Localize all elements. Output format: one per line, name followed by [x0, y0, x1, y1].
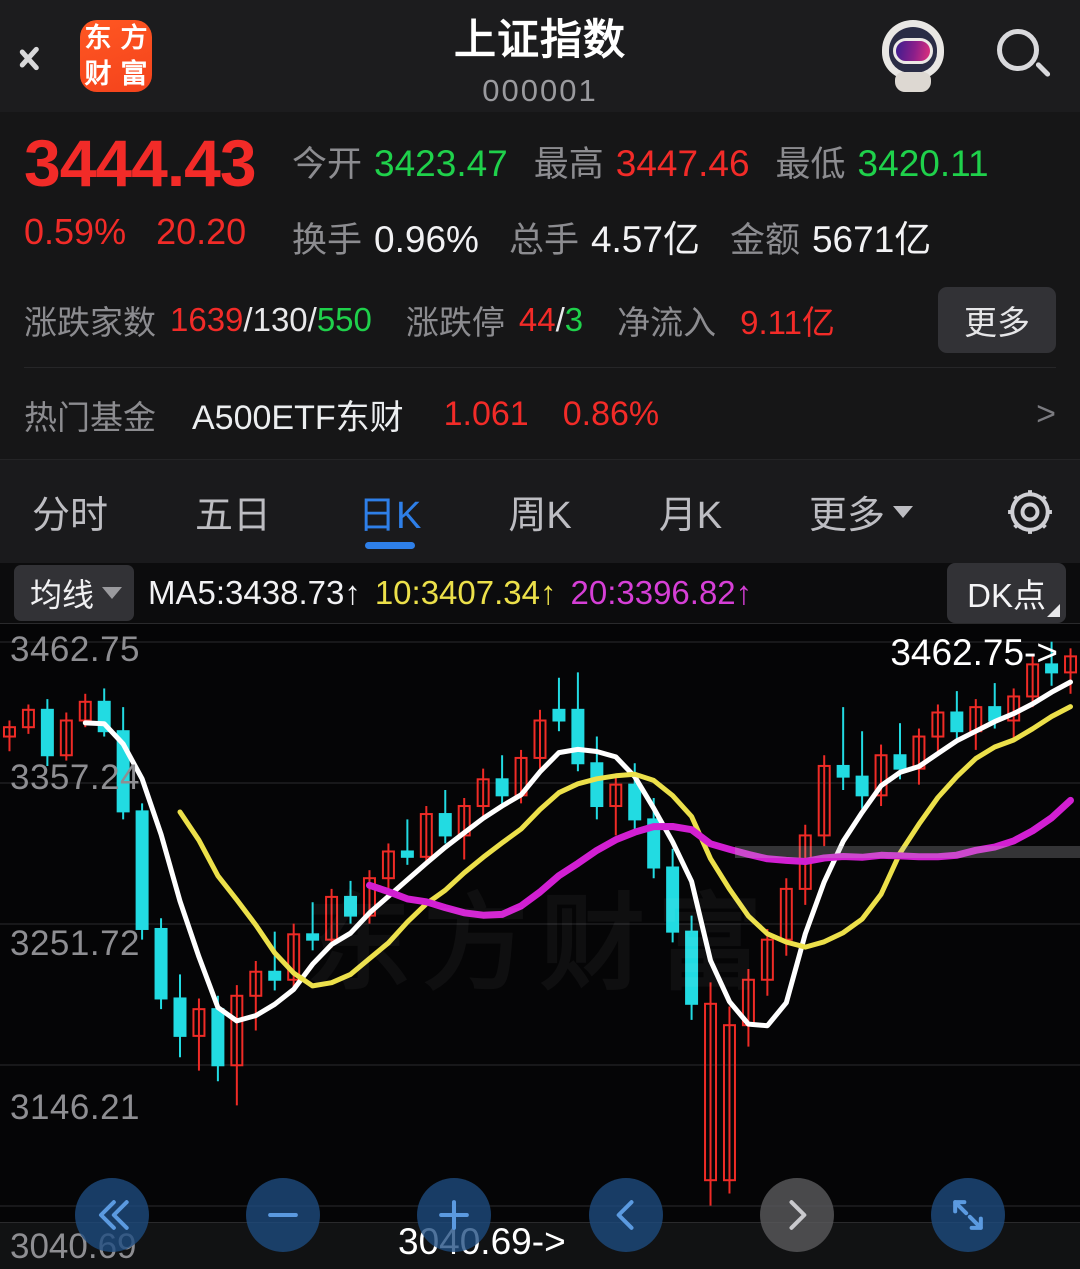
stat-high: 最高 3447.46: [534, 136, 750, 187]
stat-open-label: 今开: [292, 145, 363, 184]
tab-fenshi-label: 分时: [32, 495, 109, 537]
ma5-value: MA5:3438.73↑: [148, 574, 361, 611]
chart-period-tabs: 分时 五日 日K 周K 月K 更多: [0, 459, 1080, 563]
logo-char-2: 方: [120, 22, 148, 54]
chart-hint-bar: [735, 846, 1080, 858]
breadth-up: 1639: [170, 301, 244, 338]
stat-volume-value: 4.57亿: [590, 219, 700, 260]
app-header: 东 方 财 富 上证指数 000001: [0, 0, 1080, 112]
stats-block: 今开 3423.47 最高 3447.46 最低 3420.11 换手: [292, 130, 1056, 263]
limit-down: 3: [564, 301, 584, 338]
tab-more-label: 更多: [809, 495, 886, 537]
tab-monthly-k-label: 月K: [658, 495, 723, 537]
tab-daily-k[interactable]: 日K: [348, 460, 431, 563]
tab-five-day-label: 五日: [195, 495, 272, 537]
current-price: 3444.43: [24, 126, 257, 200]
ma-indicator-bar: 均线 MA5:3438.73↑ 10:3407.34↑ 20:3396.82↑ …: [0, 563, 1080, 623]
stat-open: 今开 3423.47: [292, 136, 508, 187]
eastmoney-logo[interactable]: 东 方 财 富: [80, 20, 152, 92]
change-absolute: 20.20: [156, 211, 247, 253]
stat-volume: 总手 4.57亿: [509, 209, 700, 263]
hot-fund-row[interactable]: 热门基金 A500ETF东财 1.061 0.86% >: [24, 368, 1056, 459]
chart-canvas: [0, 641, 1080, 1207]
logo-char-3: 财: [84, 58, 112, 90]
more-button[interactable]: 更多: [938, 287, 1056, 353]
tab-daily-k-label: 日K: [358, 495, 422, 537]
stat-high-label: 最高: [533, 145, 604, 184]
tab-weekly-k-label: 周K: [508, 495, 572, 537]
stat-amount: 金额 5671亿: [730, 209, 931, 263]
price-block: 3444.43 0.59% 20.20: [24, 126, 292, 253]
tab-weekly-k[interactable]: 周K: [498, 460, 581, 563]
plus-icon[interactable]: [417, 1177, 492, 1252]
breadth-values: 1639/130/550: [170, 301, 372, 338]
stat-turnover-label: 换手: [292, 221, 363, 260]
hot-fund-price: 1.061: [443, 395, 529, 433]
limit-up: 44: [518, 301, 556, 338]
chevron-down-icon: [102, 587, 123, 599]
stat-low-value: 3420.11: [857, 143, 989, 184]
breadth-label: 涨跌家数: [24, 304, 156, 341]
stat-volume-label: 总手: [508, 221, 579, 260]
limit-label: 涨跌停: [405, 304, 505, 341]
chevron-down-icon: [893, 505, 914, 518]
expand-diagonal-icon[interactable]: [931, 1177, 1006, 1252]
gear-icon[interactable]: [1002, 484, 1058, 540]
logo-char-4: 富: [120, 58, 148, 90]
stats-row-1: 今开 3423.47 最高 3447.46 最低 3420.11: [292, 136, 1056, 187]
limit-values: 44/3: [518, 301, 584, 338]
chevron-left-icon[interactable]: [588, 1177, 663, 1252]
minus-icon[interactable]: [245, 1177, 320, 1252]
stat-turnover: 换手 0.96%: [292, 212, 479, 263]
logo-char-1: 东: [84, 22, 112, 54]
stat-high-value: 3447.46: [615, 143, 750, 184]
chevron-right-icon[interactable]: >: [1036, 395, 1056, 433]
header-actions: [876, 18, 1052, 94]
ma-menu-button[interactable]: 均线: [14, 565, 135, 621]
ma-menu-label: 均线: [30, 577, 95, 613]
back-chevron-icon[interactable]: [28, 30, 62, 82]
hot-fund-percent: 0.86%: [562, 395, 660, 433]
stat-open-value: 3423.47: [374, 143, 508, 184]
tab-fenshi[interactable]: 分时: [22, 460, 118, 563]
stat-amount-value: 5671亿: [811, 219, 932, 260]
dk-point-button[interactable]: DK点: [947, 563, 1066, 623]
ma20-value: 20:3396.82↑: [570, 574, 753, 611]
chevron-right-icon[interactable]: [759, 1177, 834, 1252]
stat-low: 最低 3420.11: [776, 136, 989, 187]
stats-row-2: 换手 0.96% 总手 4.57亿 金额 5671亿: [292, 209, 1056, 263]
stat-turnover-value: 0.96%: [374, 219, 479, 260]
breadth-down: 550: [316, 301, 372, 338]
tab-monthly-k[interactable]: 月K: [649, 460, 732, 563]
hot-fund-label: 热门基金: [24, 398, 156, 436]
breadth-flat: 130: [252, 301, 308, 338]
stat-amount-label: 金额: [729, 221, 800, 260]
chart-toolbar: [0, 1160, 1080, 1269]
tab-five-day[interactable]: 五日: [185, 460, 281, 563]
stat-low-label: 最低: [775, 145, 846, 184]
netflow-label: 净流入: [617, 304, 717, 341]
tab-more[interactable]: 更多: [799, 460, 923, 563]
double-chevron-left-icon[interactable]: [74, 1177, 149, 1252]
ma10-value: 10:3407.34↑: [374, 574, 557, 611]
netflow-value: 9.11亿: [740, 304, 835, 341]
market-breadth-row: 涨跌家数 1639/130/550 涨跌停 44/3 净流入 9.11亿 更多: [24, 287, 1056, 368]
astronaut-mascot-icon[interactable]: [876, 18, 952, 94]
search-icon[interactable]: [994, 27, 1052, 85]
hot-fund-name: A500ETF东财: [192, 399, 404, 437]
quote-panel: 3444.43 0.59% 20.20 今开 3423.47 最高 3447.4…: [0, 112, 1080, 459]
change-percent: 0.59%: [24, 211, 127, 253]
